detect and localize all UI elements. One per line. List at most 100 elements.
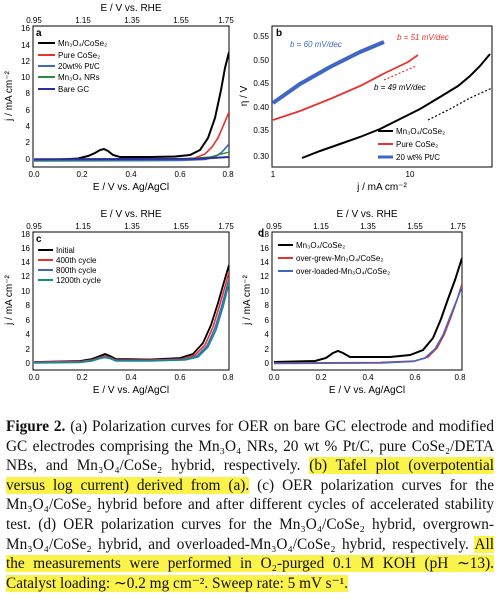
panel-d-top-ticks: 0.95 1.15 1.35 1.55 1.75 — [266, 222, 466, 231]
panel-b-xlabel: j / mA cm⁻² — [356, 182, 407, 193]
panel-c-y-ticks: 0 2 4 6 8 10 12 14 16 18 — [21, 230, 30, 368]
curve-d-mn3o4-cose2 — [273, 257, 462, 363]
panel-c-y-tick: 4 — [26, 330, 31, 339]
caption-part-2: (c) OER polarization curves for the Mn₃O… — [6, 476, 494, 553]
legend-a-item: 20wt% Pt/C — [58, 62, 100, 71]
panel-a-top-tick: 1.15 — [75, 16, 91, 25]
panel-a-x-tick: 0.6 — [174, 170, 186, 179]
panel-d-y-ticks: 0 2 4 6 8 10 12 14 16 18 — [260, 230, 269, 368]
panel-a-x-tick: 0.2 — [76, 170, 88, 179]
panel-a-y-tick: 12 — [21, 57, 30, 66]
panel-d: E / V vs. RHE d 0.95 1.15 1.35 1.55 1.75… — [242, 209, 466, 396]
panel-d-x-tick: 0.8 — [454, 373, 466, 382]
panel-b-y-tick: 0.50 — [253, 56, 269, 65]
legend-b-item: 20 wt% Pt/C — [396, 153, 440, 162]
tafel-fit-mn3o4 — [427, 87, 492, 121]
annotation-b-51: b = 51 mV/dec — [397, 33, 449, 42]
panel-a-x-tick: 0.4 — [125, 170, 137, 179]
panel-d-y-tick: 2 — [265, 345, 270, 354]
panel-d-letter: d — [258, 228, 264, 239]
legend-a-item: Mn₃O₄/CoSe₂ — [58, 39, 107, 48]
panel-c-top-ticks: 0.95 1.15 1.35 1.55 1.75 — [26, 222, 234, 231]
panel-a-ylabel: j / mA cm⁻² — [4, 70, 15, 121]
caption-label: Figure 2. — [6, 418, 66, 435]
panel-c-ylabel: j / mA cm⁻² — [4, 274, 15, 325]
panel-c-x-tick: 0.8 — [222, 373, 234, 382]
panel-d-top-tick: 1.75 — [450, 222, 466, 231]
panel-c-top-tick: 1.55 — [173, 222, 189, 231]
legend-c-item: 800th cycle — [56, 266, 97, 275]
panel-b-ylabel: η / V — [239, 85, 250, 106]
panel-a-y-tick: 16 — [21, 24, 30, 33]
panel-b-x-ticks: 1 10 — [271, 170, 415, 179]
panel-b-y-tick: 0.55 — [253, 32, 269, 41]
panel-d-y-tick: 12 — [260, 272, 269, 281]
panel-c-y-tick: 6 — [26, 316, 31, 325]
panel-c-y-tick: 10 — [21, 287, 30, 296]
panel-a-top-tick: 1.75 — [218, 16, 234, 25]
panel-c-x-tick: 0.0 — [28, 373, 40, 382]
curve-d-over-loaded — [273, 286, 462, 365]
panel-d-y-tick: 10 — [260, 287, 269, 296]
panel-c-y-tick: 14 — [21, 258, 30, 267]
panel-c-x-tick: 0.4 — [125, 373, 137, 382]
panel-c-y-tick: 2 — [26, 345, 31, 354]
panel-d-legend: Mn₃O₄/CoSe₂ over-grew-Mn₃O₄/CoSe₂ over-l… — [278, 241, 390, 276]
panel-c-legend: Initial 400th cycle 800th cycle 1200th c… — [38, 246, 101, 285]
panel-a-y-tick: 14 — [21, 41, 30, 50]
curve-bare-gc — [33, 156, 229, 161]
panel-c-x-tick: 0.2 — [76, 373, 88, 382]
panel-c-y-tick: 8 — [26, 301, 31, 310]
panel-c-x-tick: 0.6 — [174, 373, 186, 382]
panel-d-x-ticks: 0.0 0.2 0.4 0.6 0.8 — [268, 373, 466, 382]
panel-b-legend: Mn₃O₄/CoSe₂ Pure CoSe₂ 20 wt% Pt/C — [378, 127, 445, 162]
panel-c-y-tick: 18 — [21, 230, 30, 239]
panel-a-y-tick: 10 — [21, 73, 30, 82]
panel-d-y-tick: 0 — [265, 359, 270, 368]
panel-a-y-tick: 4 — [26, 122, 31, 131]
legend-d-item: over-grew-Mn₃O₄/CoSe₂ — [296, 254, 383, 263]
tafel-pt-c — [272, 40, 385, 105]
figure-panels: E / V vs. RHE a 0.95 1.15 1.35 1.55 1.75… — [4, 3, 493, 396]
panel-d-frame — [271, 231, 463, 371]
curve-400th — [33, 271, 229, 363]
panel-a-x-tick: 0.8 — [222, 170, 234, 179]
annotation-b-49: b = 49 mV/dec — [374, 83, 426, 92]
panel-d-x-tick: 0.6 — [409, 373, 421, 382]
panel-b-y-tick: 0.40 — [253, 103, 269, 112]
panel-d-y-tick: 4 — [265, 330, 270, 339]
curve-1200th — [33, 282, 229, 364]
panel-a-y-tick: 8 — [26, 89, 31, 98]
figure-caption: Figure 2. (a) Polarization curves for OE… — [6, 417, 494, 593]
legend-c-item: 400th cycle — [56, 256, 97, 265]
panel-d-y-tick: 18 — [260, 230, 269, 239]
panel-c-top-tick: 1.75 — [218, 222, 234, 231]
panel-d-top-tick: 1.35 — [360, 222, 376, 231]
panel-a-y-tick: 2 — [26, 138, 31, 147]
panel-b-letter: b — [276, 28, 282, 39]
legend-a-item: Bare GC — [58, 85, 89, 94]
panel-d-y-tick: 6 — [265, 316, 270, 325]
panel-d-y-tick: 14 — [260, 258, 269, 267]
legend-c-item: Initial — [56, 246, 75, 255]
panel-c-top-axis-label: E / V vs. RHE — [100, 209, 161, 220]
legend-a-item: Pure CoSe₂ — [58, 51, 100, 60]
panel-b-y-tick: 0.30 — [253, 152, 269, 161]
tafel-mn3o4-cose2 — [301, 53, 491, 159]
legend-a-item: Mn₃O₄ NRs — [58, 73, 100, 82]
panel-d-x-tick: 0.0 — [268, 373, 280, 382]
panel-c-y-tick: 16 — [21, 244, 30, 253]
legend-b-item: Pure CoSe₂ — [396, 140, 438, 149]
panel-a-legend: Mn₃O₄/CoSe₂ Pure CoSe₂ 20wt% Pt/C Mn₃O₄ … — [38, 39, 107, 94]
panel-a-y-ticks: 0 2 4 6 8 10 12 14 16 — [21, 24, 30, 164]
panel-b-x-tick: 1 — [271, 170, 276, 179]
panel-a-top-ticks: 0.95 1.15 1.35 1.55 1.75 — [26, 16, 234, 25]
panel-d-top-tick: 0.95 — [266, 222, 282, 231]
panel-c-xlabel: E / V vs. Ag/AgCl — [93, 385, 169, 396]
panel-a-top-tick: 1.55 — [173, 16, 189, 25]
panel-a-frame — [32, 25, 230, 168]
curve-mn3o4-cose2 — [33, 51, 229, 161]
panel-b-y-tick: 0.45 — [253, 79, 269, 88]
panel-a-x-tick: 0.0 — [28, 170, 40, 179]
panel-b: b 0.30 0.35 0.40 0.45 0.50 0.55 1 10 j /… — [239, 25, 493, 193]
